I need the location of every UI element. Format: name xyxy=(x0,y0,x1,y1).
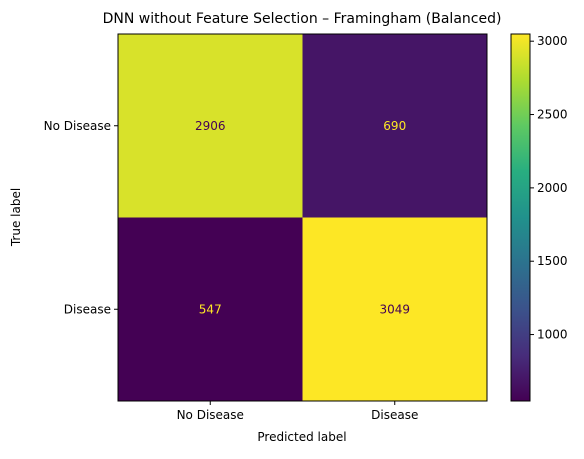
matrix-cell xyxy=(118,34,303,218)
colorbar-tick-label: 2000 xyxy=(537,181,568,195)
colorbar-ticks: 1000 1500 2000 2500 3000 xyxy=(530,34,568,342)
cell-value-label: 3049 xyxy=(379,302,410,316)
colorbar-tick-label: 3000 xyxy=(537,34,568,48)
cell-value-label: 2906 xyxy=(195,119,226,133)
x-axis-ticks: No Disease Disease xyxy=(177,401,418,422)
cell-value-label: 690 xyxy=(383,119,406,133)
x-tick-label: Disease xyxy=(371,408,418,422)
matrix-cell xyxy=(302,34,488,218)
matrix-cell xyxy=(302,217,488,402)
x-axis-label: Predicted label xyxy=(257,430,346,444)
x-tick-label: No Disease xyxy=(177,408,244,422)
y-tick-label: Disease xyxy=(64,302,111,316)
colorbar xyxy=(510,33,531,402)
y-axis-label: True label xyxy=(9,188,23,247)
colorbar-tick-label: 1000 xyxy=(537,328,568,342)
matrix-cells xyxy=(118,34,488,402)
colorbar-tick-label: 1500 xyxy=(537,254,568,268)
cell-value-label: 547 xyxy=(199,302,222,316)
chart-title: DNN without Feature Selection – Framingh… xyxy=(103,11,502,27)
matrix-cell-labels: 2906 690 547 3049 xyxy=(195,119,410,317)
matrix-frame xyxy=(117,33,488,402)
colorbar-tick-label: 2500 xyxy=(537,108,568,122)
matrix-cell xyxy=(118,217,303,402)
y-axis-ticks: No Disease Disease xyxy=(44,119,118,316)
y-tick-label: No Disease xyxy=(44,119,111,133)
